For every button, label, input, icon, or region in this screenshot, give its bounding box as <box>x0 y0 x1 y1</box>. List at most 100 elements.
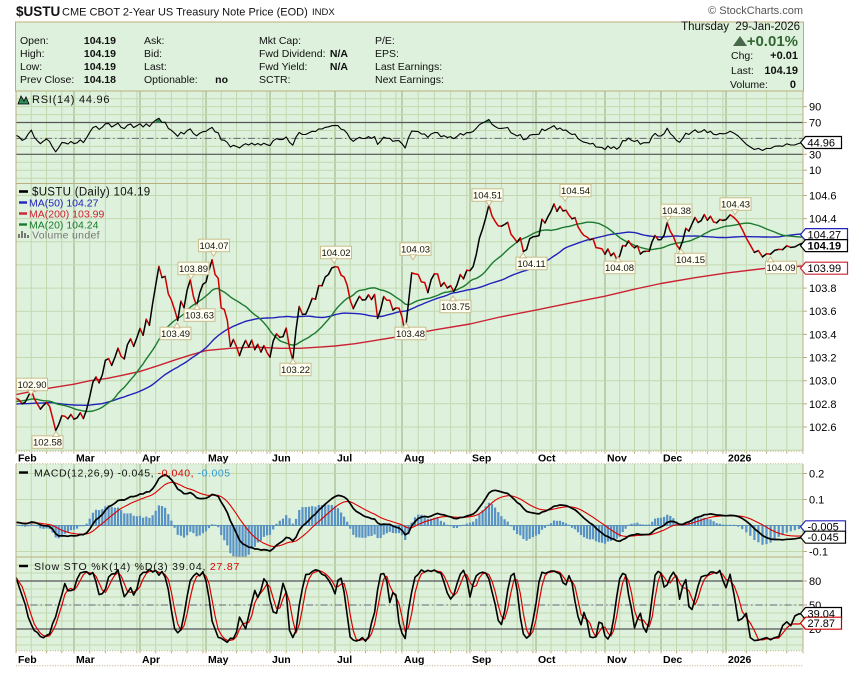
svg-text:104.38: 104.38 <box>662 206 691 217</box>
svg-text:0.2: 0.2 <box>809 469 824 481</box>
svg-text:Next Earnings:: Next Earnings: <box>375 74 444 86</box>
svg-text:103.22: 103.22 <box>281 365 310 376</box>
svg-text:102.6: 102.6 <box>809 422 837 434</box>
svg-text:P/E:: P/E: <box>375 35 395 47</box>
svg-text:May: May <box>208 654 229 666</box>
svg-text:103.2: 103.2 <box>809 353 837 365</box>
svg-text:103.4: 103.4 <box>809 329 837 341</box>
svg-text:-0.045: -0.045 <box>808 532 839 544</box>
svg-text:103.8: 103.8 <box>809 283 837 295</box>
svg-text:Oct: Oct <box>538 453 556 465</box>
svg-text:102.8: 102.8 <box>809 399 837 411</box>
svg-text:103.75: 103.75 <box>441 302 470 313</box>
svg-text:Fwd Yield:: Fwd Yield: <box>259 61 307 73</box>
svg-text:Last:: Last: <box>144 61 167 73</box>
svg-text:N/A: N/A <box>330 61 349 73</box>
svg-text:N/A: N/A <box>330 48 349 60</box>
svg-text:102.58: 102.58 <box>33 437 62 448</box>
svg-text:103.99: 103.99 <box>808 263 842 275</box>
svg-text:Slow STO %K(14) %D(3) 39.04, 2: Slow STO %K(14) %D(3) 39.04, 27.87 <box>34 561 240 573</box>
svg-text:© StockCharts.com: © StockCharts.com <box>708 5 803 17</box>
svg-text:Bid:: Bid: <box>144 48 162 60</box>
svg-text:104.51: 104.51 <box>473 190 502 201</box>
svg-text:Nov: Nov <box>607 654 627 666</box>
svg-text:EPS:: EPS: <box>375 48 399 60</box>
svg-text:Jul: Jul <box>337 654 352 666</box>
svg-text:30: 30 <box>809 149 821 161</box>
svg-text:104.19: 104.19 <box>764 65 798 77</box>
svg-text:Mkt Cap:: Mkt Cap: <box>259 35 301 47</box>
svg-text:Jun: Jun <box>272 453 291 465</box>
svg-text:Last:: Last: <box>731 65 754 77</box>
svg-text:104.6: 104.6 <box>809 191 837 203</box>
svg-text:Sep: Sep <box>472 453 491 465</box>
svg-text:103.48: 103.48 <box>396 329 425 340</box>
svg-text:Chg:: Chg: <box>731 50 753 62</box>
svg-text:104.27: 104.27 <box>808 229 842 241</box>
svg-text:103.63: 103.63 <box>185 310 214 321</box>
svg-text:10: 10 <box>809 165 821 177</box>
svg-text:Apr: Apr <box>142 453 160 465</box>
svg-text:Volume undef: Volume undef <box>32 230 100 242</box>
svg-text:Jun: Jun <box>272 654 291 666</box>
svg-text:$USTU (Daily) 104.19: $USTU (Daily) 104.19 <box>32 187 150 199</box>
svg-text:Aug: Aug <box>404 654 424 666</box>
svg-text:90: 90 <box>809 102 821 114</box>
svg-text:CME CBOT 2-Year US Treasury No: CME CBOT 2-Year US Treasury Note Price (… <box>62 7 308 19</box>
svg-text:104.43: 104.43 <box>721 199 750 210</box>
svg-text:Oct: Oct <box>538 654 556 666</box>
svg-text:Volume:: Volume: <box>730 79 768 91</box>
svg-text:Ask:: Ask: <box>144 35 164 47</box>
svg-text:Fwd Dividend:: Fwd Dividend: <box>259 48 326 60</box>
svg-text:INDX: INDX <box>312 7 335 18</box>
svg-text:High:: High: <box>20 48 45 60</box>
svg-text:-0.005: -0.005 <box>808 522 839 534</box>
svg-text:Nov: Nov <box>607 453 627 465</box>
svg-text:MACD(12,26,9) -0.045, -0.040,: MACD(12,26,9) -0.045, -0.040, -0.005 <box>34 468 231 480</box>
svg-text:70: 70 <box>809 118 821 130</box>
svg-text:Feb: Feb <box>18 453 37 465</box>
svg-text:Sep: Sep <box>472 654 491 666</box>
svg-text:MA(50) 104.27: MA(50) 104.27 <box>29 198 99 210</box>
svg-text:104.03: 104.03 <box>401 244 430 255</box>
svg-text:0: 0 <box>790 79 796 91</box>
svg-text:104.09: 104.09 <box>766 263 795 274</box>
svg-text:Apr: Apr <box>142 654 160 666</box>
svg-text:103.0: 103.0 <box>809 376 837 388</box>
svg-text:103.89: 103.89 <box>179 264 208 275</box>
svg-text:104.54: 104.54 <box>561 186 590 197</box>
svg-text:SCTR:: SCTR: <box>259 74 291 86</box>
svg-text:2026: 2026 <box>728 654 752 666</box>
svg-text:Open:: Open: <box>20 35 49 47</box>
svg-text:104.11: 104.11 <box>517 259 545 270</box>
svg-text:44.96: 44.96 <box>808 137 836 149</box>
svg-text:80: 80 <box>809 576 821 588</box>
svg-text:$USTU: $USTU <box>16 4 60 19</box>
svg-text:104.19: 104.19 <box>84 48 116 60</box>
svg-text:Dec: Dec <box>663 654 682 666</box>
svg-text:RSI(14) 44.96: RSI(14) 44.96 <box>32 94 110 106</box>
svg-text:-0.1: -0.1 <box>809 547 828 559</box>
svg-text:Aug: Aug <box>404 453 424 465</box>
svg-text:104.19: 104.19 <box>84 61 116 73</box>
svg-text:103.49: 103.49 <box>161 329 190 340</box>
svg-text:+0.01: +0.01 <box>770 50 798 62</box>
svg-text:Jul: Jul <box>337 453 352 465</box>
svg-text:103.6: 103.6 <box>809 306 837 318</box>
svg-text:104.19: 104.19 <box>808 240 842 252</box>
svg-text:MA(20) 104.24: MA(20) 104.24 <box>29 220 99 232</box>
svg-text:Dec: Dec <box>663 453 682 465</box>
svg-text:MA(200) 103.99: MA(200) 103.99 <box>29 209 104 221</box>
svg-text:Mar: Mar <box>76 654 95 666</box>
svg-text:39.04: 39.04 <box>808 608 836 620</box>
svg-text:Thursday 29-Jan-2026: Thursday 29-Jan-2026 <box>681 21 800 33</box>
svg-text:Feb: Feb <box>18 654 37 666</box>
svg-text:Prev Close:: Prev Close: <box>20 74 74 86</box>
svg-text:102.90: 102.90 <box>17 380 46 391</box>
svg-text:27.87: 27.87 <box>808 618 836 630</box>
svg-text:Low:: Low: <box>20 61 42 73</box>
svg-text:104.4: 104.4 <box>809 214 837 226</box>
svg-text:2026: 2026 <box>728 453 752 465</box>
svg-text:May: May <box>208 453 229 465</box>
svg-text:104.19: 104.19 <box>84 35 116 47</box>
